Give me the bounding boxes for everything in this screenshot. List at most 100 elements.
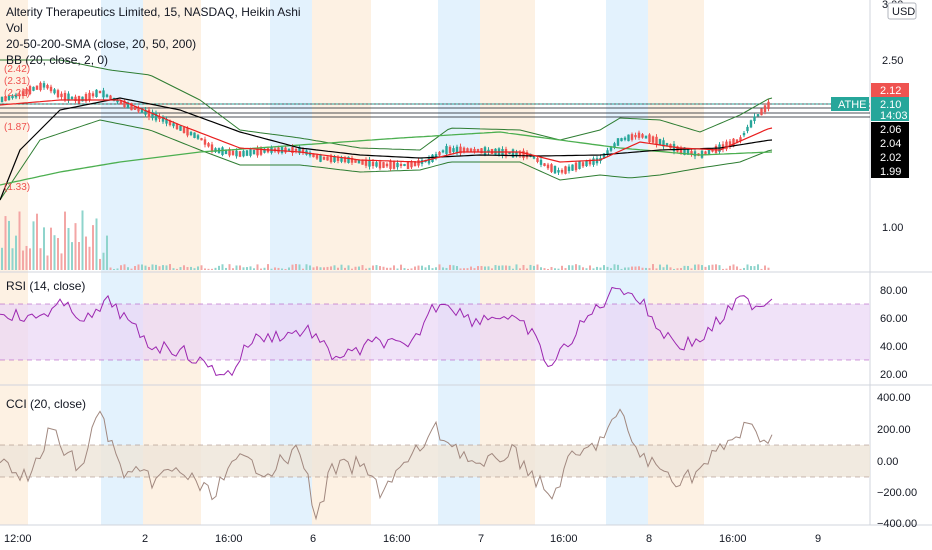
candle-body (392, 161, 396, 169)
candle-body (109, 95, 112, 100)
volume-bar (81, 210, 84, 270)
volume-bar (337, 267, 339, 270)
volume-bar (708, 265, 710, 270)
candle-body (56, 90, 60, 98)
candle-body (179, 125, 182, 131)
volume-bar (410, 268, 413, 270)
volume-bar (74, 223, 77, 270)
candle-body (413, 161, 417, 167)
volume-bar (242, 267, 245, 270)
time-axis[interactable]: 12:00 2 16:00 6 16:00 7 16:00 8 16:00 9 (4, 533, 821, 545)
volume-bar (487, 266, 490, 270)
symbol-tag[interactable] (831, 97, 869, 111)
volume-bar (326, 266, 329, 270)
candle-body (74, 96, 77, 102)
volume-bar (291, 264, 294, 270)
candle-body (728, 141, 732, 147)
volume-bar (102, 252, 105, 270)
volume-bar (249, 266, 252, 270)
volume-bar (466, 268, 469, 270)
volume-bar (480, 265, 483, 270)
candle-body (693, 151, 697, 157)
volume-bar (571, 265, 574, 270)
volume-bar (704, 266, 707, 270)
price-tag-red-text: 2.12 (880, 85, 901, 97)
candle-body (88, 92, 91, 100)
time-tick: 16:00 (383, 533, 411, 545)
volume-bar (673, 268, 675, 270)
candle-body (42, 83, 46, 88)
candle-body (207, 143, 210, 147)
time-tick: 6 (310, 533, 316, 545)
volume-bar (354, 266, 357, 270)
volume-bar (8, 220, 10, 270)
candle-body (571, 164, 574, 171)
volume-bar (596, 266, 598, 270)
volume-bar (169, 264, 171, 270)
candle-body (686, 149, 690, 155)
volume-bar (365, 268, 367, 270)
candle-body (291, 146, 294, 154)
volume-bar (631, 266, 633, 270)
price-axis[interactable]: 3.00 2.50 1.00 USD (882, 0, 917, 234)
candle-body (361, 159, 364, 165)
volume-bar (382, 266, 385, 270)
candle-body (172, 123, 175, 127)
volume-bar (141, 264, 143, 270)
candle-body (70, 96, 74, 100)
candle-body (711, 149, 714, 152)
volume-bar (190, 266, 192, 270)
volume-bar (25, 245, 28, 270)
volume-bar (347, 265, 350, 270)
volume-bar (165, 265, 168, 270)
price-tag-red (871, 83, 909, 97)
candle-body (312, 153, 315, 158)
cci-legend[interactable]: CCI (20, close) (6, 397, 87, 411)
volume-bar (123, 264, 126, 270)
candle-body (284, 147, 287, 153)
candle-body (448, 146, 452, 154)
volume-bar (711, 264, 714, 270)
candle-body (182, 127, 186, 133)
candle-body (469, 148, 473, 152)
volume-bar (445, 267, 448, 270)
candle-body (263, 148, 266, 153)
candle-body (637, 132, 641, 138)
candle-body (630, 134, 634, 140)
candle-body (294, 148, 298, 152)
candle-body (371, 161, 375, 166)
volume-bar (407, 268, 409, 270)
volume-bar (403, 268, 406, 270)
candle-body (53, 89, 56, 94)
candle-body (480, 148, 483, 154)
volume-bar (4, 216, 7, 270)
candle-body (683, 147, 686, 155)
volume-bar (204, 268, 206, 270)
currency-box[interactable] (887, 2, 917, 20)
volume-bar (473, 268, 476, 270)
sma-legend[interactable]: 20-50-200-SMA (close, 20, 50, 200) (6, 37, 197, 51)
candle-body (644, 135, 648, 139)
volume-bar (522, 264, 525, 270)
cci-band (0, 445, 870, 477)
volume-legend[interactable]: Vol (6, 21, 23, 35)
cci-axis[interactable]: 400.00 200.00 0.00 −200.00 −400.00 (877, 392, 917, 530)
volume-bar (463, 268, 465, 270)
volume-bar (421, 265, 423, 270)
volume-bar (368, 267, 371, 270)
rsi-legend[interactable]: RSI (14, close) (6, 279, 86, 293)
bb-value-1: (2.42) (4, 64, 31, 75)
candle-body (189, 131, 193, 136)
candle-body (616, 138, 620, 146)
rsi-axis[interactable]: 80.00 60.00 40.00 20.00 (880, 285, 908, 381)
volume-bar (246, 267, 248, 270)
rsi-band (0, 304, 870, 360)
volume-bar (638, 266, 640, 270)
volume-bar (722, 268, 724, 270)
bb-lower (0, 119, 773, 201)
volume-bar (515, 264, 518, 270)
bb-legend[interactable]: BB (20, close, 2, 0) (6, 53, 109, 67)
chart-title[interactable]: Alterity Therapeutics Limited, 15, NASDA… (6, 5, 301, 19)
volume-bar (484, 266, 486, 270)
